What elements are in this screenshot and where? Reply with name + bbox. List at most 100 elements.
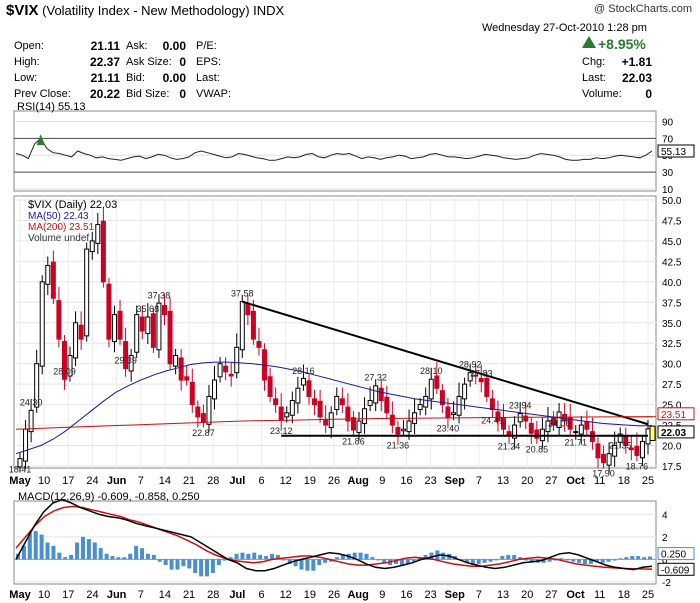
macd-hist-bar (476, 559, 481, 564)
price-annotation: 28.10 (420, 366, 443, 376)
legend-volume: Volume undef (28, 233, 89, 244)
macd-x-tick-label: 7 (476, 589, 482, 601)
last-value: 22.03 (621, 71, 652, 85)
x-tick-label: 27 (545, 475, 557, 487)
candle-body (389, 414, 395, 426)
last-mid-label: Last: (196, 72, 220, 84)
x-tick-label: 7 (138, 475, 144, 487)
asksize-label: Ask Size: (126, 56, 172, 68)
candle-body (67, 355, 73, 377)
volume-label: Volume: (582, 88, 622, 100)
candle-body (206, 395, 212, 425)
macd-hist-bar (417, 558, 422, 560)
macd-x-tick-label: 19 (304, 589, 316, 601)
candle-body (367, 400, 373, 406)
current-candle-highlight (649, 425, 656, 441)
macd-hist-bar (411, 559, 416, 562)
candle-body (639, 440, 645, 459)
macd-hist-bar (405, 559, 410, 564)
x-tick-label: 28 (207, 475, 219, 487)
macd-hist-bar (199, 559, 204, 577)
x-tick-label: 14 (159, 475, 171, 487)
candle-body (495, 411, 501, 422)
candle-body (462, 383, 468, 400)
price-annotation: 22.87 (192, 428, 215, 438)
candle-body (306, 380, 312, 397)
macd-hist-bar (612, 559, 617, 561)
price-annotation: 23.40 (437, 424, 460, 434)
candle-body (467, 372, 473, 382)
price-annotation: 23.94 (509, 400, 532, 410)
macd-hist-bar (27, 533, 32, 560)
candle-body (250, 310, 256, 340)
candle-body (17, 458, 23, 468)
macd-hist-bar (39, 534, 44, 560)
candle-body (628, 447, 634, 451)
macd-hist-bar (358, 552, 363, 560)
candle-body (123, 341, 129, 370)
candle-body (200, 413, 206, 423)
candle-body (439, 390, 445, 406)
candle-body (223, 365, 229, 373)
price-annotation: 23.12 (270, 426, 293, 436)
candle-body (312, 398, 318, 406)
exchange: INDX (253, 3, 285, 18)
ma50-line (15, 361, 653, 455)
candle-body (23, 428, 29, 462)
macd-hist-bar (506, 554, 511, 560)
macd-hist-bar (210, 559, 215, 573)
macd-hist-bar (512, 554, 517, 560)
candle-body (601, 454, 607, 464)
macd-hist-bar (553, 559, 558, 561)
candle-body (173, 355, 179, 367)
candle-body (117, 310, 123, 340)
x-tick-label: 23 (424, 475, 436, 487)
macd-hist-bar (275, 554, 280, 560)
candle-body (106, 283, 112, 340)
candle-body (434, 375, 440, 389)
candle-body (317, 400, 323, 418)
candle-body (217, 363, 223, 378)
price-tick-label: 40.0 (662, 278, 682, 289)
candle-body (178, 357, 184, 381)
macd-panel (13, 500, 657, 585)
price-annotation: 27.32 (364, 373, 387, 383)
candle-body (161, 305, 167, 316)
price-annotation: 24.30 (20, 397, 43, 407)
candle-body (245, 303, 251, 316)
candle-body (617, 433, 623, 443)
chg-label: Chg: (582, 56, 606, 68)
macd-hist-bar (293, 559, 298, 567)
x-tick-label: Jul (229, 475, 245, 487)
candle-body (350, 417, 356, 431)
candle-body (61, 341, 67, 380)
x-tick-label: 19 (304, 475, 316, 487)
price-annotation: 20.85 (526, 445, 549, 455)
candle-body (545, 420, 551, 433)
macd-hist-bar (163, 559, 168, 566)
x-tick-label: 7 (476, 475, 482, 487)
price-tick-label: 27.5 (662, 380, 682, 391)
price-annotation: 18.41 (9, 465, 32, 475)
price-tick-label: 25.0 (662, 401, 682, 412)
price-tick-label: 45.0 (662, 237, 682, 248)
price-annotation: 21.36 (387, 440, 410, 450)
candle-body (289, 400, 295, 416)
macd-hist-bar (252, 552, 257, 560)
candle-body (534, 429, 540, 439)
candle-body (423, 395, 429, 408)
candle-body (278, 406, 284, 421)
price-tick-label: 20.0 (662, 442, 682, 453)
candle-body (578, 424, 584, 435)
macd-hist-bar (470, 559, 475, 566)
candle-body (78, 324, 84, 340)
price-annotation: 21.86 (342, 436, 365, 446)
macd-hist-bar (92, 542, 97, 560)
candle-body (562, 413, 568, 422)
quote-date: Wednesday 27-Oct-2010 1:28 pm (482, 22, 647, 34)
macd-x-tick-label: 26 (328, 589, 340, 601)
macd-tick-label: 4 (662, 510, 668, 521)
price-annotation: 28.92 (459, 360, 482, 370)
macd-title: MACD(12,26,9) -0.609, -0.858, 0.250 (18, 491, 200, 503)
macd-hist-bar (488, 559, 493, 562)
